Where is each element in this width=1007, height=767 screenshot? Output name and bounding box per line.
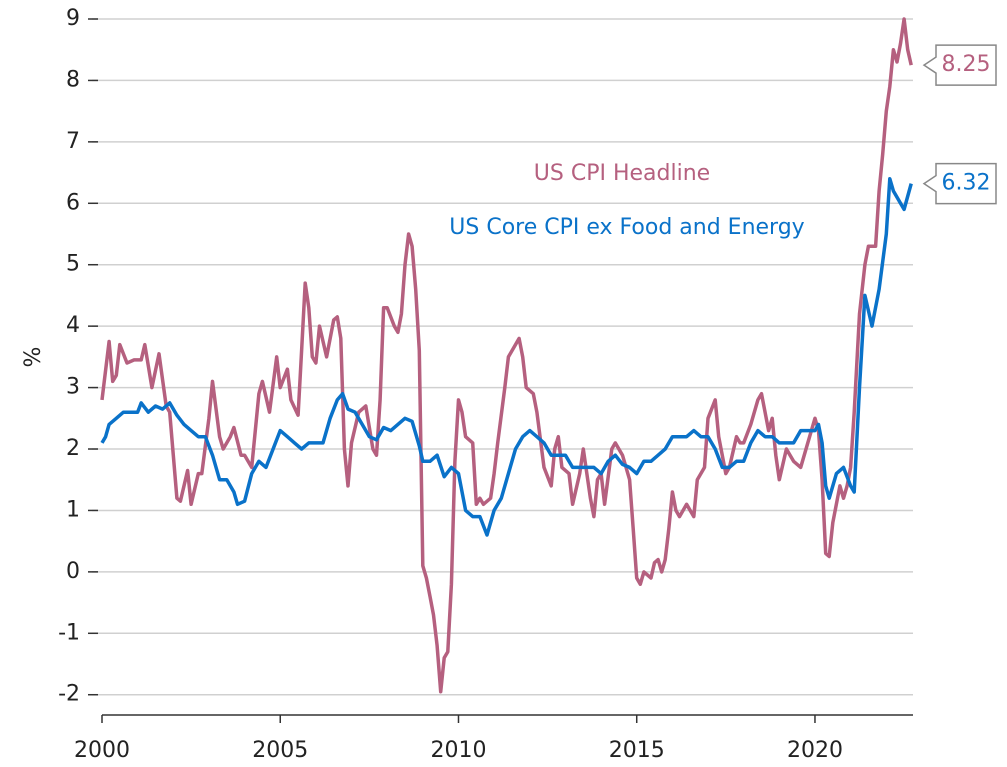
x-tick-label: 2020 <box>787 738 843 763</box>
series-line <box>100 176 913 537</box>
y-tick-label: 3 <box>66 375 80 400</box>
y-tick-label: -1 <box>58 620 80 645</box>
end-label: 8.25 <box>942 52 991 77</box>
y-tick-label: 8 <box>66 67 80 92</box>
x-tick-label: 2005 <box>252 738 308 763</box>
annotation: US CPI Headline <box>534 161 710 186</box>
x-tick-label: 2000 <box>74 738 130 763</box>
y-tick-label: 5 <box>66 252 80 277</box>
y-tick-label: -2 <box>58 682 80 707</box>
y-tick-label: 1 <box>66 497 80 522</box>
y-tick-label: 9 <box>66 6 80 31</box>
end-label: 6.32 <box>942 171 991 196</box>
y-tick-label: 4 <box>66 313 80 338</box>
x-tick-label: 2015 <box>609 738 665 763</box>
x-tick-label: 2010 <box>430 738 486 763</box>
y-tick-label: 2 <box>66 436 80 461</box>
series-line <box>100 17 913 694</box>
y-tick-label: 7 <box>66 129 80 154</box>
end-label-box <box>922 44 997 86</box>
y-tick-label: 6 <box>66 190 80 215</box>
y-tick-label: 0 <box>66 559 80 584</box>
y-axis-label: % <box>21 347 46 368</box>
annotation: US Core CPI ex Food and Energy <box>449 215 804 240</box>
end-label-box <box>922 162 997 205</box>
